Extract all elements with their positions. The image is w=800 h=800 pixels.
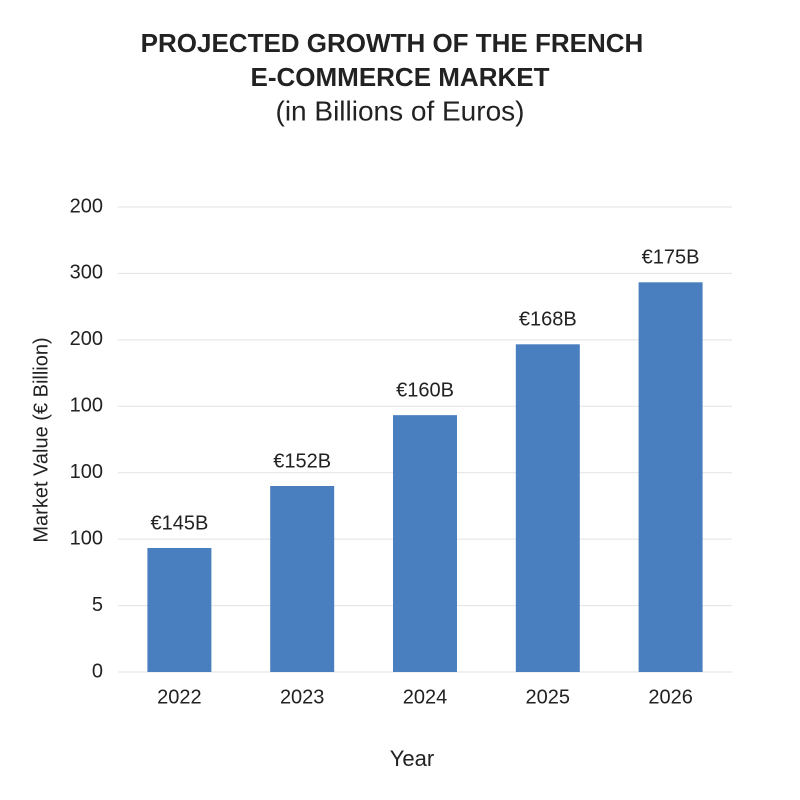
bar (393, 415, 457, 672)
y-tick-label: 100 (70, 527, 103, 549)
chart-title: PROJECTED GROWTH OF THE FRENCH (141, 28, 644, 58)
x-tick-label: 2023 (280, 686, 325, 708)
y-tick-label: 5 (92, 594, 103, 616)
bar (515, 344, 580, 672)
y-axis-label: Market Value (€ Billion) (30, 337, 52, 542)
y-tick-label: 200 (70, 195, 103, 217)
y-tick-label: 100 (70, 395, 103, 417)
data-label: €145B (150, 512, 208, 534)
x-tick-label: 2026 (648, 686, 693, 708)
x-tick-label: 2024 (403, 686, 448, 708)
x-tick-label: 2025 (526, 686, 571, 708)
x-tick-label: 2022 (157, 686, 202, 708)
y-tick-label: 300 (70, 262, 103, 284)
y-tick-label: 100 (70, 461, 103, 483)
x-axis-label: Year (390, 746, 434, 771)
chart-title: E-COMMERCE MARKET (251, 62, 550, 92)
data-label: €160B (396, 379, 454, 401)
y-tick-label: 200 (70, 328, 103, 350)
y-tick-label: 0 (92, 660, 103, 682)
data-label: €152B (273, 450, 331, 472)
data-label: €175B (642, 247, 700, 269)
chart-subtitle: (in Billions of Euros) (276, 95, 525, 126)
bar (270, 486, 335, 672)
bar (147, 548, 212, 672)
bar (638, 282, 703, 672)
data-label: €168B (519, 309, 577, 331)
